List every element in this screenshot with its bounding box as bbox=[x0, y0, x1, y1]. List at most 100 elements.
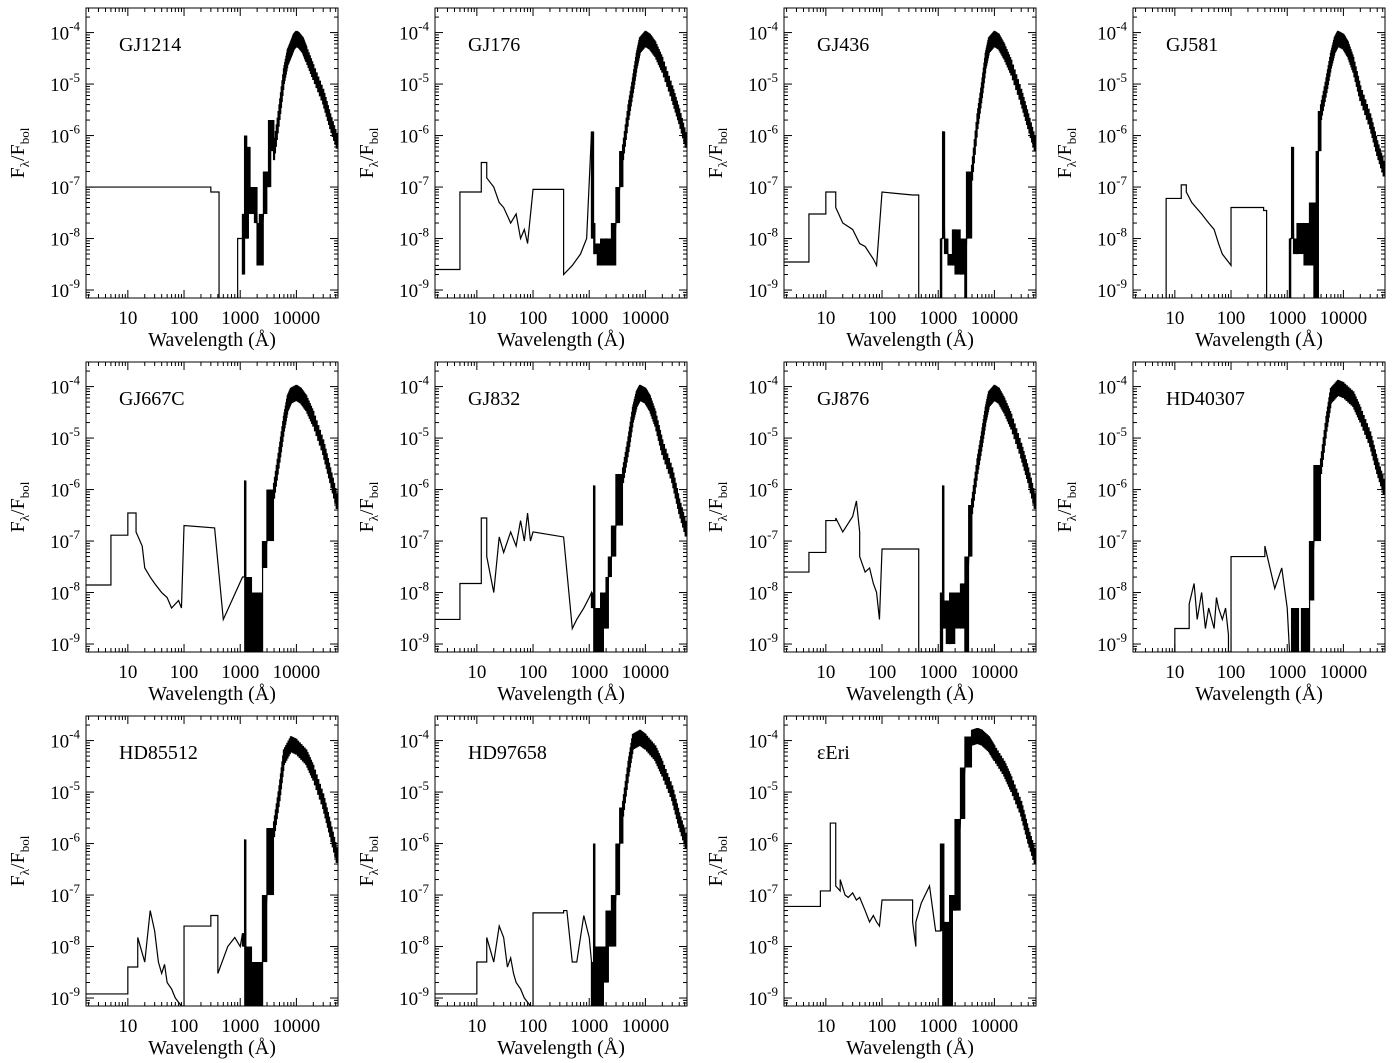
panel-GJ436: 10 100 1000 10000 10-9 10-8 10-7 10-6 10-5 10-4 Wa… bbox=[705, 7, 1037, 351]
x-tick-label: 1000 bbox=[919, 308, 957, 329]
y-tick-label: 10-7 bbox=[1097, 173, 1127, 199]
y-tick-label: 10-4 bbox=[399, 19, 429, 45]
x-axis-title: Wavelength (Å) bbox=[846, 329, 974, 351]
spectrum-dense-band bbox=[939, 384, 1036, 652]
star-name-label: GJ436 bbox=[817, 34, 869, 56]
star-name-label: HD40307 bbox=[1166, 388, 1245, 410]
y-tick-label: 10-4 bbox=[399, 727, 429, 753]
x-tick-label: 10 bbox=[1165, 308, 1184, 329]
y-tick-label: 10-9 bbox=[399, 984, 429, 1010]
plot-frame bbox=[783, 361, 1037, 653]
y-tick-label: 10-9 bbox=[748, 276, 778, 302]
y-tick-label: 10-4 bbox=[748, 727, 778, 753]
panel-GJ667C: 10 100 1000 10000 10-9 10-8 10-7 10-6 10-5 10-4 Wa… bbox=[7, 361, 339, 705]
spectrum-line bbox=[435, 390, 687, 652]
panel-GJ176: 10 100 1000 10000 10-9 10-8 10-7 10-6 10-5 10-4 Wa… bbox=[356, 7, 688, 351]
x-tick-label: 10000 bbox=[1320, 308, 1368, 329]
y-axis-title: Fλ/Fbol bbox=[7, 127, 32, 178]
x-tick-label: 100 bbox=[519, 308, 548, 329]
x-axis-title: Wavelength (Å) bbox=[846, 683, 974, 705]
y-tick-label: 10-7 bbox=[399, 527, 429, 553]
x-axis-title: Wavelength (Å) bbox=[497, 329, 625, 351]
y-tick-label: 10-9 bbox=[748, 630, 778, 656]
x-tick-label: 100 bbox=[170, 308, 199, 329]
x-axis-title: Wavelength (Å) bbox=[846, 1037, 974, 1059]
y-tick-label: 10-9 bbox=[50, 984, 80, 1010]
y-tick-label: 10-6 bbox=[748, 122, 778, 148]
y-tick-label: 10-8 bbox=[50, 933, 80, 959]
spectrum-line bbox=[86, 742, 338, 1006]
star-name-label: HD97658 bbox=[468, 742, 547, 764]
x-tick-label: 10 bbox=[816, 1016, 835, 1037]
x-tick-label: 10000 bbox=[971, 1016, 1019, 1037]
x-tick-label: 10 bbox=[118, 662, 137, 683]
x-tick-label: 10000 bbox=[273, 308, 321, 329]
y-tick-label: 10-8 bbox=[1097, 225, 1127, 251]
star-name-label: εEri bbox=[817, 742, 850, 764]
y-tick-label: 10-6 bbox=[399, 476, 429, 502]
panel-GJ581: 10 100 1000 10000 10-9 10-8 10-7 10-6 10-5 10-4 Wa… bbox=[1054, 7, 1386, 351]
y-tick-label: 10-8 bbox=[748, 225, 778, 251]
x-tick-label: 10 bbox=[118, 1016, 137, 1037]
spectrum-line bbox=[784, 36, 1036, 298]
panel-εEri: 10 100 1000 10000 10-9 10-8 10-7 10-6 10-5 10-4 Wa… bbox=[705, 715, 1037, 1059]
y-tick-label: 10-7 bbox=[50, 881, 80, 907]
plot-frame bbox=[783, 715, 1037, 1007]
x-axis-title: Wavelength (Å) bbox=[1195, 683, 1323, 705]
spectrum-dense-band bbox=[590, 384, 687, 652]
panel-HD97658: 10 100 1000 10000 10-9 10-8 10-7 10-6 10-5 10-4 Wa… bbox=[356, 715, 688, 1059]
x-tick-label: 100 bbox=[868, 662, 897, 683]
plot-frame bbox=[85, 361, 339, 653]
spectrum-line bbox=[435, 36, 687, 277]
y-tick-label: 10-5 bbox=[50, 778, 80, 804]
star-name-label: GJ667C bbox=[119, 388, 185, 410]
y-tick-label: 10-4 bbox=[1097, 19, 1127, 45]
x-tick-label: 10 bbox=[467, 662, 486, 683]
x-tick-label: 10 bbox=[1165, 662, 1184, 683]
y-axis-title: Fλ/Fbol bbox=[1054, 481, 1079, 532]
x-tick-label: 100 bbox=[170, 662, 199, 683]
y-axis-title: Fλ/Fbol bbox=[705, 835, 730, 886]
spectrum-line bbox=[86, 390, 338, 652]
y-tick-label: 10-8 bbox=[399, 579, 429, 605]
x-tick-label: 1000 bbox=[570, 1016, 608, 1037]
plot-frame bbox=[85, 7, 339, 299]
y-tick-label: 10-7 bbox=[748, 881, 778, 907]
y-tick-label: 10-4 bbox=[50, 727, 80, 753]
x-tick-label: 10 bbox=[467, 308, 486, 329]
x-tick-label: 10 bbox=[816, 662, 835, 683]
x-axis-title: Wavelength (Å) bbox=[1195, 329, 1323, 351]
y-tick-label: 10-5 bbox=[748, 424, 778, 450]
y-tick-label: 10-6 bbox=[399, 830, 429, 856]
spectrum-line bbox=[86, 36, 338, 298]
y-tick-label: 10-9 bbox=[1097, 276, 1127, 302]
panel-HD40307: 10 100 1000 10000 10-9 10-8 10-7 10-6 10-5 10-4 Wa… bbox=[1054, 361, 1386, 705]
spectrum-dense-band bbox=[939, 727, 1036, 1006]
panel-GJ876: 10 100 1000 10000 10-9 10-8 10-7 10-6 10-5 10-4 Wa… bbox=[705, 361, 1037, 705]
y-tick-label: 10-5 bbox=[399, 70, 429, 96]
x-tick-label: 10000 bbox=[622, 662, 670, 683]
x-axis-title: Wavelength (Å) bbox=[148, 329, 276, 351]
y-tick-label: 10-9 bbox=[748, 984, 778, 1010]
plot-frame bbox=[85, 715, 339, 1007]
x-tick-label: 10 bbox=[118, 308, 137, 329]
y-tick-label: 10-8 bbox=[748, 579, 778, 605]
spectrum-dense-band bbox=[590, 30, 687, 266]
spectrum-dense-band bbox=[1288, 30, 1385, 298]
x-tick-label: 100 bbox=[1217, 308, 1246, 329]
plot-frame bbox=[434, 715, 688, 1007]
y-axis-title: Fλ/Fbol bbox=[7, 481, 32, 532]
y-axis-title: Fλ/Fbol bbox=[705, 127, 730, 178]
x-axis-title: Wavelength (Å) bbox=[148, 683, 276, 705]
y-tick-label: 10-6 bbox=[399, 122, 429, 148]
y-axis-title: Fλ/Fbol bbox=[356, 481, 381, 532]
y-axis-title: Fλ/Fbol bbox=[356, 127, 381, 178]
x-tick-label: 10000 bbox=[971, 308, 1019, 329]
x-axis-title: Wavelength (Å) bbox=[148, 1037, 276, 1059]
y-tick-label: 10-7 bbox=[50, 173, 80, 199]
x-tick-label: 1000 bbox=[919, 1016, 957, 1037]
y-tick-label: 10-8 bbox=[50, 579, 80, 605]
y-tick-label: 10-9 bbox=[399, 276, 429, 302]
spectrum-line bbox=[1174, 385, 1385, 652]
y-tick-label: 10-5 bbox=[50, 424, 80, 450]
